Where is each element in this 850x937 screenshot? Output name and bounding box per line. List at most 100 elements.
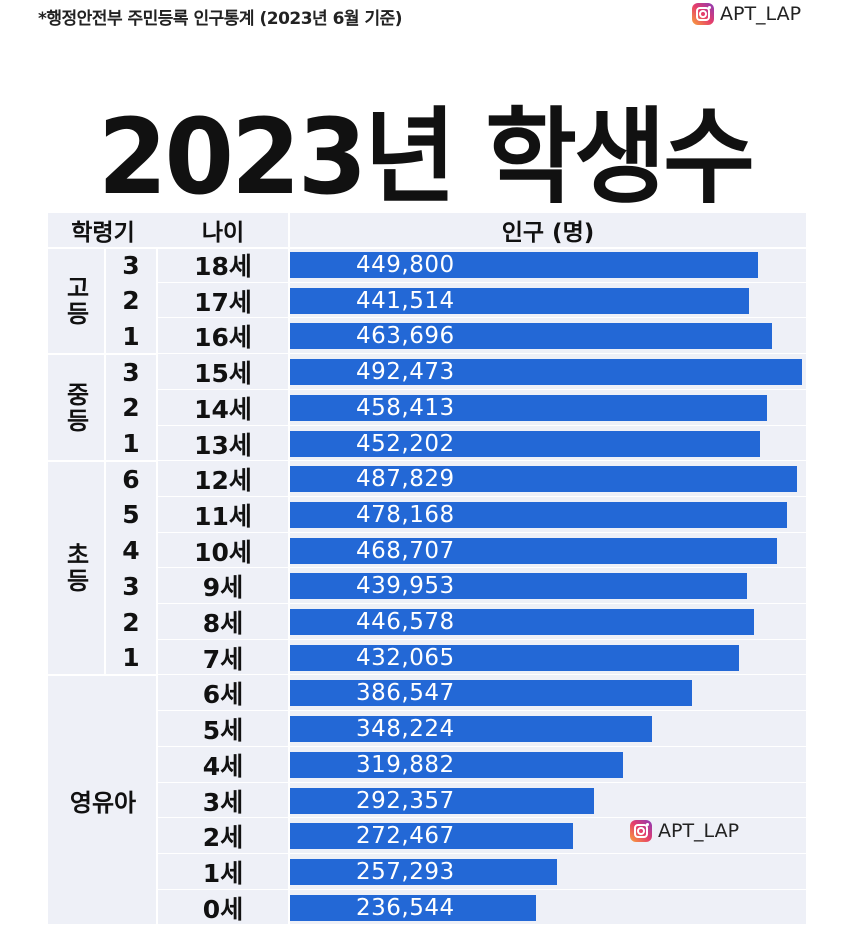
row-divider <box>158 710 806 712</box>
population-value-label: 386,547 <box>356 680 455 707</box>
age-cell: 16세 <box>194 323 252 353</box>
population-bar <box>290 787 594 814</box>
age-cell: 18세 <box>194 252 252 281</box>
row-divider <box>158 424 806 426</box>
group-divider-vertical <box>104 461 106 676</box>
population-bar <box>290 430 761 457</box>
grade-cell: 4 <box>122 536 140 566</box>
age-cell: 1세 <box>202 858 244 888</box>
age-cell: 12세 <box>194 466 252 496</box>
row-divider <box>158 674 806 676</box>
population-bar <box>290 252 758 278</box>
grade-cell: 2 <box>122 393 140 423</box>
population-bar <box>290 751 623 778</box>
row-divider <box>158 924 806 926</box>
population-bar <box>290 287 749 314</box>
population-value-label: 439,953 <box>356 573 455 600</box>
row-divider <box>158 460 806 462</box>
grade-cell: 1 <box>122 429 140 458</box>
population-bar <box>290 359 802 386</box>
population-value-label: 458,413 <box>356 394 455 421</box>
group-divider <box>48 674 158 677</box>
brand-watermark-top: APT_LAP <box>692 3 801 25</box>
age-cell: 3세 <box>202 787 244 817</box>
row-divider <box>158 281 806 283</box>
row-divider <box>158 603 806 604</box>
row-divider <box>158 567 806 569</box>
population-value-label: 449,800 <box>356 252 455 278</box>
row-divider <box>158 781 806 783</box>
population-value-label: 272,467 <box>356 823 455 850</box>
population-bar <box>290 823 574 850</box>
row-divider <box>158 495 806 497</box>
population-bar <box>290 894 536 921</box>
grade-cell: 1 <box>122 643 140 673</box>
population-bar <box>290 680 692 707</box>
age-cell: 17세 <box>194 287 252 317</box>
population-value-label: 446,578 <box>356 609 455 635</box>
population-value-label: 468,707 <box>356 537 455 564</box>
grade-cell: 3 <box>122 357 140 387</box>
age-cell: 7세 <box>202 644 244 674</box>
brand-handle: APT_LAP <box>720 3 802 25</box>
population-value-label: 236,544 <box>356 894 455 921</box>
age-cell: 9세 <box>202 573 244 603</box>
age-cell: 0세 <box>202 894 244 924</box>
instagram-icon <box>692 3 714 25</box>
population-value-label: 348,224 <box>356 716 455 743</box>
row-divider <box>158 638 806 640</box>
header-age: 나이 <box>201 220 245 246</box>
grade-divider-vertical <box>156 354 158 462</box>
group-divider-vertical <box>104 354 106 462</box>
header-population: 인구 (명) <box>501 220 595 246</box>
age-cell: 14세 <box>194 394 252 424</box>
row-divider <box>158 353 806 355</box>
population-table: 학령기 나이 인구 (명) 3 18세 449,800 2 17세 441,514 1 16세… <box>48 213 806 927</box>
brand-watermark-chart: APT_LAP <box>630 820 739 842</box>
source-note: *행정안전부 주민등록 인구통계 (2023년 6월 기준) <box>38 9 403 29</box>
population-bar <box>290 323 773 350</box>
row-divider <box>158 745 806 747</box>
group-label: 고등 <box>61 274 90 327</box>
age-cell: 2세 <box>202 823 244 853</box>
group-label: 초등 <box>61 542 90 595</box>
row-divider <box>158 817 806 819</box>
population-value-label: 487,829 <box>356 466 455 493</box>
population-bar <box>290 716 652 743</box>
grade-divider-vertical <box>156 675 158 926</box>
age-cell: 8세 <box>202 609 244 638</box>
brand-handle-chart: APT_LAP <box>658 820 740 842</box>
header-divider <box>48 247 806 249</box>
population-value-label: 257,293 <box>356 858 455 885</box>
population-bar <box>290 573 748 600</box>
group-divider <box>48 460 158 463</box>
population-value-label: 292,357 <box>356 787 455 814</box>
row-divider <box>158 531 806 533</box>
group-divider-vertical <box>104 247 106 355</box>
column-divider <box>288 213 290 925</box>
chart-title: 2023년 학생수 <box>97 96 755 218</box>
population-bar <box>290 501 788 528</box>
age-cell: 4세 <box>202 751 244 781</box>
population-bar <box>290 394 767 421</box>
grade-divider-vertical <box>156 461 158 676</box>
age-cell: 10세 <box>194 537 252 567</box>
grade-cell: 2 <box>122 286 140 316</box>
population-bar <box>290 858 558 885</box>
group-divider <box>48 353 158 356</box>
grade-cell: 3 <box>122 250 140 280</box>
grade-cell: 1 <box>122 321 140 351</box>
age-cell: 15세 <box>194 359 252 389</box>
population-value-label: 432,065 <box>356 644 455 671</box>
grade-cell: 5 <box>122 500 140 530</box>
population-bar <box>290 609 755 635</box>
grade-cell: 2 <box>122 607 140 637</box>
population-bar <box>290 466 798 493</box>
population-bar <box>290 644 740 671</box>
population-value-label: 492,473 <box>356 359 455 386</box>
group-divider <box>48 924 158 927</box>
row-divider <box>158 852 806 854</box>
header-grade: 학령기 <box>71 220 135 246</box>
age-cell: 13세 <box>194 430 252 460</box>
population-value-label: 478,168 <box>356 501 455 528</box>
